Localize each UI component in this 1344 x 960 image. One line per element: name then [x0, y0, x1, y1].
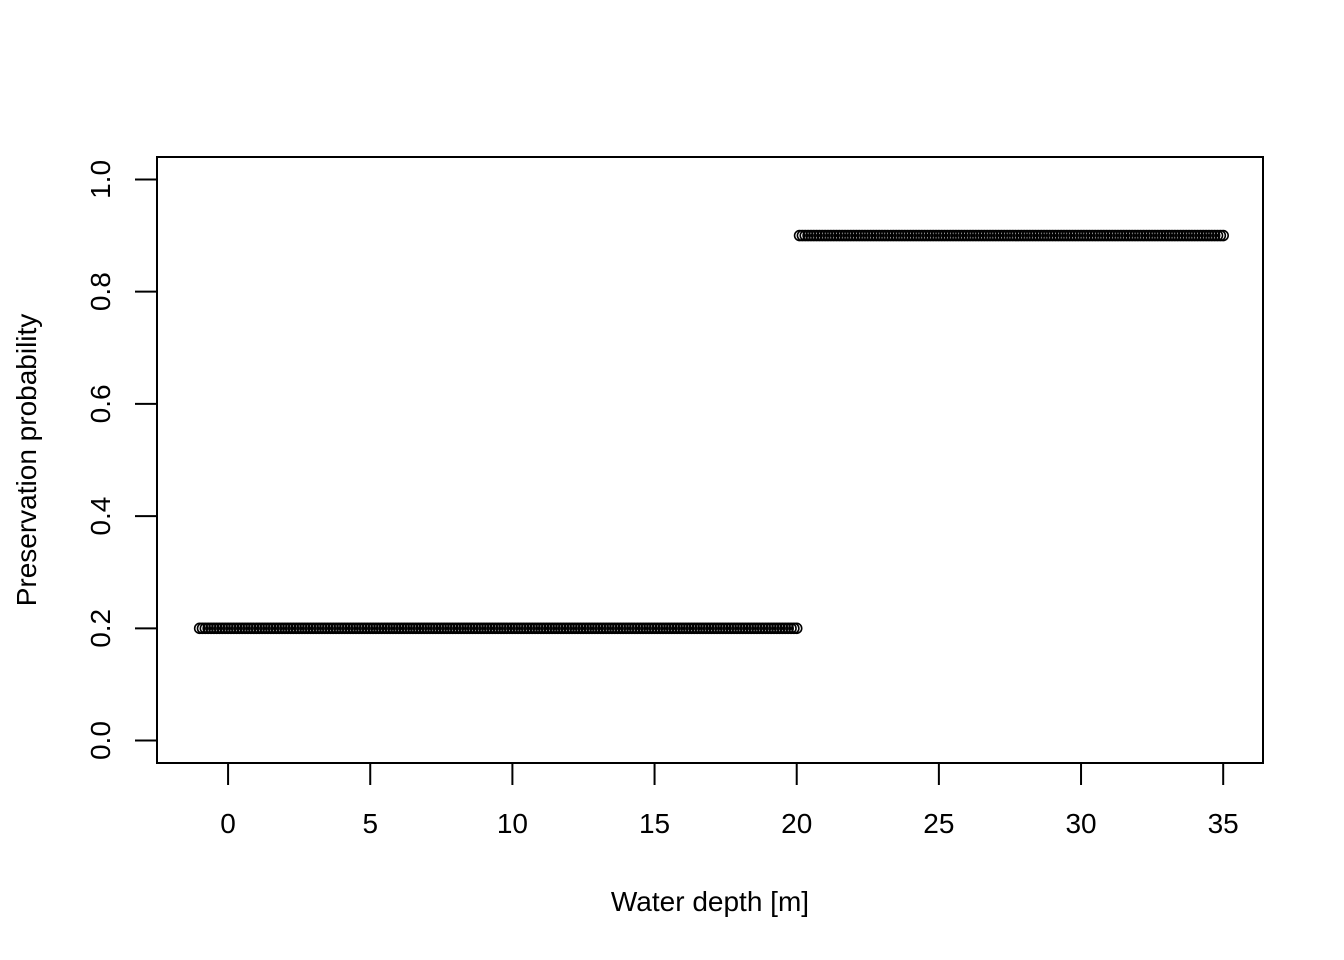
y-tick-label: 0.4 — [85, 497, 116, 536]
y-tick-label: 0.0 — [85, 721, 116, 760]
y-tick-label: 0.2 — [85, 609, 116, 648]
x-tick-label: 0 — [220, 808, 236, 839]
x-tick-label: 35 — [1208, 808, 1239, 839]
x-tick-label: 15 — [639, 808, 670, 839]
x-tick-label: 5 — [362, 808, 378, 839]
y-axis: 0.0 0.2 0.4 0.6 0.8 1.0 — [85, 160, 158, 760]
data-point — [790, 622, 803, 635]
x-axis: 0 5 10 15 20 25 30 35 — [220, 762, 1239, 839]
x-tick-label: 10 — [497, 808, 528, 839]
x-tick-label: 30 — [1065, 808, 1096, 839]
x-tick-label: 20 — [781, 808, 812, 839]
data-point — [1217, 229, 1229, 242]
x-tick-label: 25 — [923, 808, 954, 839]
data-points — [193, 229, 1229, 635]
y-axis-label: Preservation probability — [11, 314, 42, 607]
y-tick-label: 1.0 — [85, 160, 116, 199]
y-tick-label: 0.6 — [85, 384, 116, 423]
y-tick-label: 0.8 — [85, 272, 116, 311]
plot-frame — [156, 156, 1264, 764]
x-axis-label: Water depth [m] — [611, 886, 809, 917]
